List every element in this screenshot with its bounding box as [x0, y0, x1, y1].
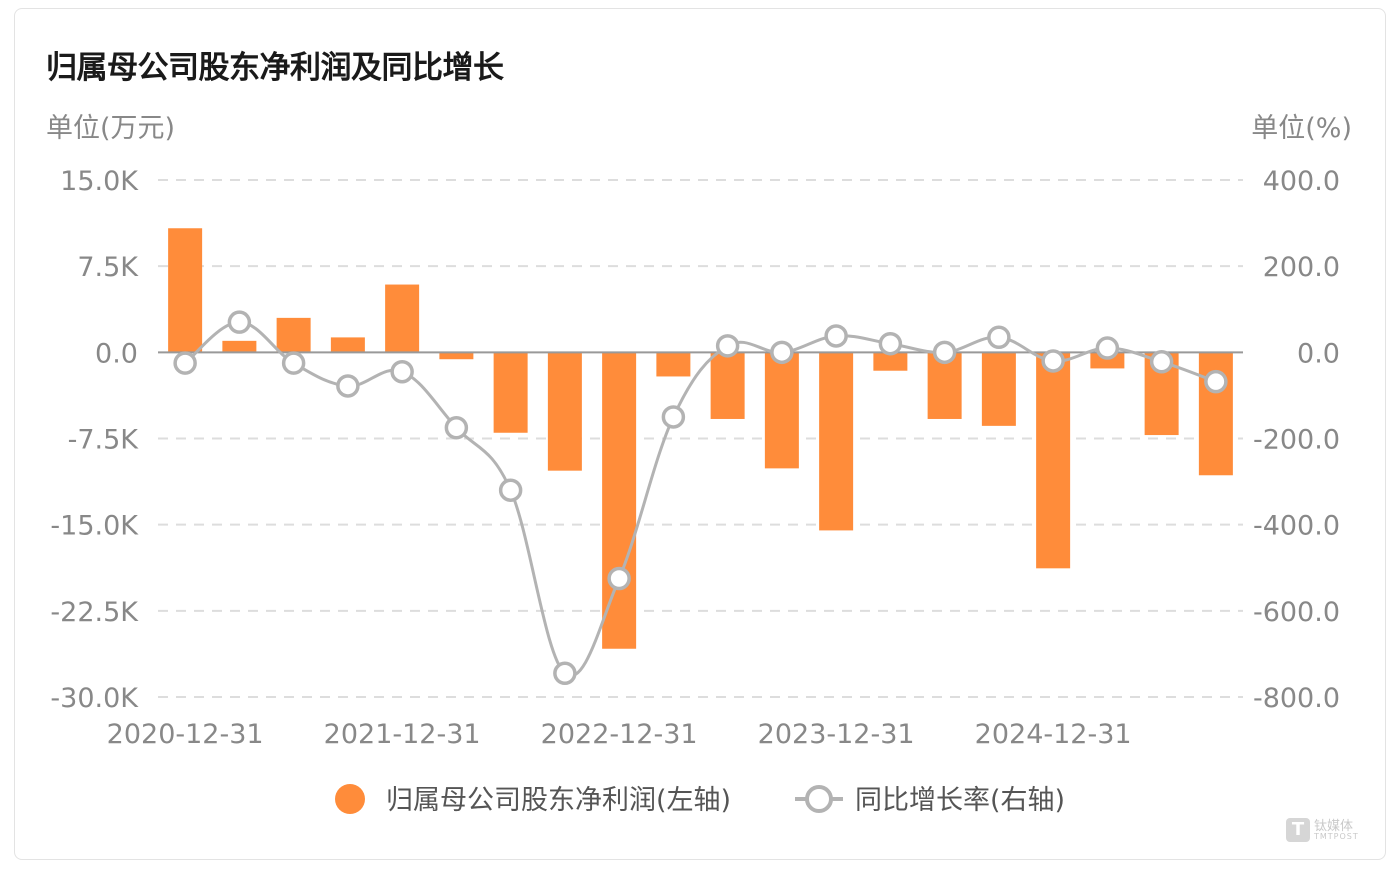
watermark-en: TMTPOST — [1314, 831, 1359, 841]
right-tick-label: 0.0 — [1297, 338, 1340, 369]
bar[interactable] — [602, 352, 637, 649]
growth-rate-point[interactable] — [661, 405, 686, 429]
left-axis-ticks: 15.0K 7.5K 0.0 -7.5K -15.0K -22.5K -30.0K — [50, 166, 139, 714]
watermark-cn: 钛媒体 — [1314, 818, 1354, 834]
right-tick-label: -400.0 — [1253, 511, 1340, 542]
left-tick-label: -7.5K — [68, 425, 140, 456]
growth-rate-point[interactable] — [607, 566, 631, 591]
bar[interactable] — [764, 352, 799, 469]
tmtpost-watermark: T 钛媒体 TMTPOST — [1286, 818, 1359, 842]
bar[interactable] — [710, 352, 745, 419]
x-axis-ticks: 2020-12-31 2021-12-31 2022-12-31 2023-12-31… — [107, 719, 1132, 750]
x-tick-label: 2021-12-31 — [324, 719, 481, 750]
x-tick-label: 2020-12-31 — [107, 719, 264, 750]
growth-rate-point[interactable] — [553, 661, 577, 686]
growth-rate-point[interactable] — [336, 374, 360, 398]
left-tick-label: 15.0K — [60, 166, 139, 197]
bar[interactable] — [439, 352, 474, 360]
right-tick-label: -200.0 — [1253, 425, 1340, 456]
growth-rate-point[interactable] — [1149, 350, 1174, 374]
growth-rate-point[interactable] — [444, 415, 469, 440]
chart-title: 归属母公司股东净利润及同比增长 — [46, 50, 504, 86]
bar[interactable] — [385, 284, 420, 353]
bar[interactable] — [819, 352, 854, 531]
growth-rate-point[interactable] — [824, 324, 848, 348]
growth-rate-point[interactable] — [498, 478, 523, 502]
growth-rate-point[interactable] — [281, 351, 306, 375]
right-tick-label: 200.0 — [1263, 252, 1340, 283]
left-axis-unit: 单位(万元) — [46, 113, 176, 144]
bar[interactable] — [330, 337, 365, 353]
legend-line-label[interactable]: 同比增长率(右轴) — [855, 785, 1065, 816]
growth-rate-point[interactable] — [390, 359, 414, 384]
legend-bar-label[interactable]: 归属母公司股东净利润(左轴) — [386, 785, 731, 816]
growth-rate-point[interactable] — [173, 351, 197, 375]
left-tick-label: 7.5K — [77, 252, 139, 283]
bar[interactable] — [1090, 352, 1125, 369]
legend-line-swatch-marker[interactable] — [805, 785, 833, 813]
bar[interactable] — [873, 352, 908, 371]
bar[interactable] — [547, 352, 582, 471]
bar[interactable] — [1036, 352, 1071, 569]
left-tick-label: -15.0K — [50, 511, 139, 542]
legend-bar-swatch[interactable] — [335, 784, 365, 814]
growth-rate-point[interactable] — [1204, 369, 1228, 394]
growth-rate-point[interactable] — [715, 334, 740, 358]
growth-rate-line — [184, 320, 1217, 678]
left-tick-label: -22.5K — [50, 597, 139, 628]
growth-rate-point[interactable] — [227, 310, 252, 334]
grid-lines — [158, 179, 1243, 698]
right-axis-unit: 单位(%) — [1251, 113, 1352, 144]
x-tick-label: 2024-12-31 — [975, 719, 1132, 750]
right-tick-label: -800.0 — [1253, 683, 1340, 714]
growth-rate-point[interactable] — [770, 340, 794, 365]
growth-rate-point[interactable] — [987, 325, 1011, 350]
left-tick-label: 0.0 — [95, 338, 138, 369]
bar[interactable] — [276, 317, 311, 353]
bar[interactable] — [222, 340, 257, 353]
legend[interactable]: 归属母公司股东净利润(左轴) 同比增长率(右轴) — [335, 784, 1065, 816]
left-tick-label: -30.0K — [50, 683, 139, 714]
watermark-logo-icon: T — [1286, 818, 1310, 842]
growth-rate-point[interactable] — [878, 331, 903, 356]
growth-rate-point[interactable] — [1041, 349, 1065, 373]
right-tick-label: 400.0 — [1263, 166, 1340, 197]
bar-series — [168, 228, 1233, 649]
growth-rate-point[interactable] — [1095, 336, 1120, 360]
x-tick-label: 2023-12-31 — [758, 719, 915, 750]
right-axis-ticks: 400.0 200.0 0.0 -200.0 -400.0 -600.0 -800.0 — [1253, 166, 1340, 714]
bar[interactable] — [168, 228, 203, 353]
growth-rate-point[interactable] — [932, 340, 957, 365]
bar[interactable] — [656, 352, 691, 377]
x-tick-label: 2022-12-31 — [541, 719, 698, 750]
bar[interactable] — [981, 352, 1016, 426]
right-tick-label: -600.0 — [1253, 597, 1340, 628]
line-series — [173, 310, 1228, 686]
bar[interactable] — [493, 352, 528, 433]
